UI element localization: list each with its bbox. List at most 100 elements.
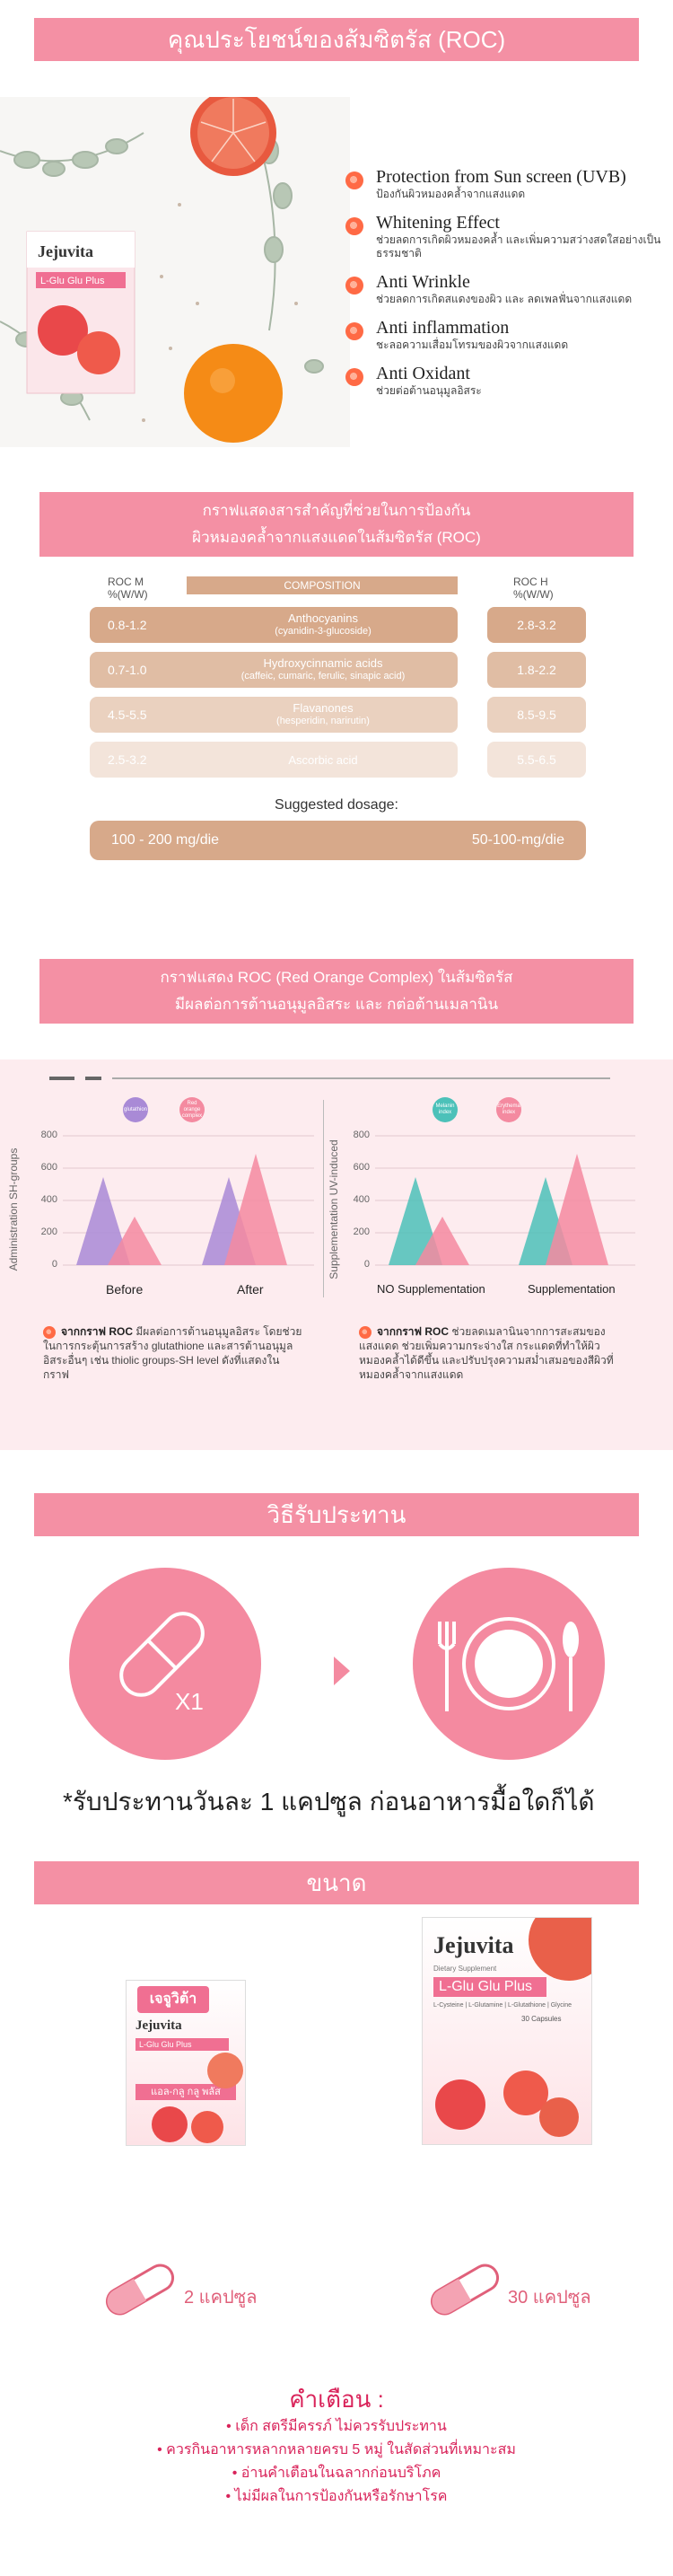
capsule-outline-icon (105, 2264, 175, 2316)
dosage-label: Suggested dosage: (275, 797, 398, 813)
benefit-desc: ช่วยลดการเกิดผิวหมองคล้ำ และเพิ่มความสว่… (376, 233, 661, 259)
dosage-bar: 100 - 200 mg/die 50-100-mg/die (90, 821, 586, 860)
hero-box-product: L-Glu Glu Plus (40, 276, 105, 286)
tomato-image (152, 2106, 188, 2142)
legend-dot-glutathion: glutathion (123, 1097, 148, 1122)
compound-name: Ascorbic acid (288, 752, 358, 767)
howto-title: วิธีรับประทาน (267, 1501, 406, 1528)
roc-h-value: 1.8-2.2 (487, 652, 586, 688)
capsule-outline-icon (430, 2264, 500, 2316)
warning-text: เด็ก สตรีมีครรภ์ ไม่ควรรับประทาน (235, 2419, 447, 2434)
plate-cutlery-icon (438, 1617, 579, 1711)
bar-before-glutathion (76, 1177, 130, 1265)
arrow-right-icon (334, 1657, 350, 1685)
compound-cell: Ascorbic acid (188, 742, 458, 778)
composition-header: COMPOSITION (187, 576, 458, 594)
note-bold: จากกราฟ ROC (377, 1325, 449, 1338)
table-row: 0.7-1.0 Hydroxycinnamic acids (caffeic, … (90, 652, 458, 688)
left-x-label-after: After (237, 1282, 264, 1297)
roc-h-value: 5.5-6.5 (487, 742, 586, 778)
warning-item: • ไม่มีผลในการป้องกันหรือรักษาโรค (225, 2489, 448, 2504)
usage-instruction: *รับประทานวันละ 1 แคปซูล ก่อนอาหารมื้อใด… (63, 1788, 595, 1816)
orange-slice-icon (345, 322, 363, 340)
benefit-title: Anti Wrinkle (376, 272, 470, 292)
large-capsule-label: 30 แคปซูล (508, 2288, 591, 2308)
large-box-brand: Jejuvita (433, 1932, 514, 1958)
graph-title-banner: กราฟแสดง ROC (Red Orange Complex) ในส้มซ… (39, 959, 634, 1024)
benefit-desc: ช่วยต่อต้านอนุมูลอิสระ (376, 384, 482, 397)
composition-title-line2: ผิวหมองคล้ำจากแสงแดดในส้มซิตรัส (ROC) (192, 529, 481, 546)
tick-label: 400 (40, 1194, 57, 1205)
capsule-icon: X1 (119, 1612, 205, 1715)
benefit-title: Anti inflammation (376, 318, 510, 338)
right-chart-note: จากกราฟ ROC ช่วยลดเมลานินจากการสะสมของแส… (359, 1324, 619, 1382)
bar-sup-erythema (546, 1154, 608, 1265)
note-text: ช่วยลดเมลานินจากการสะสมของแสงแดด ช่วยเพิ… (359, 1325, 614, 1381)
left-chart (63, 1135, 314, 1266)
right-x-label-sup: Supplementation (528, 1282, 616, 1296)
large-box-ingredients: L-Cysteine | L-Glutamine | L-Glutathione… (433, 2002, 572, 2009)
dosage-left: 100 - 200 mg/die (111, 832, 220, 848)
left-chart-ticks: 800 600 400 200 0 (36, 1119, 57, 1280)
small-box-th-brand: เจจูวิต้า (137, 1986, 209, 2013)
tick-label: 400 (353, 1194, 370, 1205)
left-chart-ylabel-wrap: Administration SH-groups (4, 1127, 22, 1297)
tomato-image (539, 2097, 579, 2137)
roc-m-value: 4.5-5.5 (108, 708, 147, 722)
small-capsule-label: 2 แคปซูล (184, 2288, 258, 2308)
deco-line (112, 1077, 610, 1079)
right-chart-ylabel-wrap: Supplementation UV-induced (325, 1127, 343, 1297)
large-box-count: 30 Capsules (521, 2015, 562, 2023)
small-box-image: เจจูวิต้า Jejuvita L-Glu Glu Plus แอล-กล… (126, 1980, 246, 2146)
orange-slice-icon (345, 368, 363, 386)
tick-label: 600 (40, 1162, 57, 1173)
benefit-title: Whitening Effect (376, 213, 500, 233)
benefit-desc: ป้องกันผิวหมองคล้ำจากแสงแดด (376, 188, 526, 200)
roc-m-value: 0.8-1.2 (108, 618, 147, 632)
tick-label: 200 (40, 1226, 57, 1237)
roc-h-value: 2.8-3.2 (487, 607, 586, 643)
dosage-right: 50-100-mg/die (471, 832, 564, 848)
compound-sub: (hesperidin, narirutin) (276, 716, 370, 726)
benefit-item-uvb: Protection from Sun screen (UVB) ป้องกัน… (345, 166, 669, 201)
product-hero-image: Jejuvita L-Glu Glu Plus (0, 97, 350, 447)
table-row: 4.5-5.5 Flavanones (hesperidin, nariruti… (90, 697, 458, 733)
right-x-label-nosup: NO Supplementation (377, 1282, 485, 1296)
roc-m-value: 0.7-1.0 (108, 663, 147, 677)
warning-item: • เด็ก สตรีมีครรภ์ ไม่ควรรับประทาน (226, 2419, 447, 2434)
benefit-item-anti-inflammation: Anti inflammation ชะลอความเสื่อมโทรมของผ… (345, 317, 669, 352)
benefit-title: Protection from Sun screen (UVB) (376, 167, 626, 187)
grapefruit-image (191, 2111, 223, 2143)
capsule-circle: X1 (69, 1568, 261, 1760)
benefit-item-anti-oxidant: Anti Oxidant ช่วยต่อต้านอนุมูลอิสระ (345, 363, 669, 398)
large-box-image: Jejuvita Dietary Supplement L-Glu Glu Pl… (422, 1917, 592, 2145)
right-chart (375, 1135, 635, 1266)
tick-label: 200 (353, 1226, 370, 1237)
compound-sub: (cyanidin-3-glucoside) (275, 626, 371, 637)
large-box-product: L-Glu Glu Plus (433, 1977, 546, 1997)
benefit-desc: ชะลอความเสื่อมโทรมของผิวจากแสงแดด (376, 338, 569, 351)
tick-label: 0 (51, 1259, 57, 1270)
left-chart-note: จากกราฟ ROC มีผลต่อการต้านอนุมูลอิสระ โด… (43, 1324, 303, 1382)
legend-dot-roc: Red orange complex (179, 1097, 205, 1122)
howto-title-banner: วิธีรับประทาน (34, 1493, 639, 1536)
roc-h-value: 8.5-9.5 (487, 697, 586, 733)
hero-illustration: Jejuvita L-Glu Glu Plus (0, 97, 324, 443)
size-title: ขนาด (306, 1869, 367, 1896)
benefit-desc: ช่วยลดการเกิดสแดงของผิว และ ลดเพลฟั่นจาก… (376, 293, 633, 305)
table-row: 2.5-3.2 Ascorbic acid (90, 742, 458, 778)
compound-cell: Flavanones (hesperidin, narirutin) (188, 697, 458, 733)
compound-cell: Anthocyanins (cyanidin-3-glucoside) (188, 607, 458, 643)
legend-dot-melanin: Melanin index (433, 1097, 458, 1122)
benefit-title: Anti Oxidant (376, 364, 470, 383)
compound-name: Flavanones (293, 701, 354, 715)
capsule-count: X1 (175, 1688, 204, 1715)
benefits-title: คุณประโยชน์ของส้มซิตรัส (ROC) (167, 26, 506, 53)
note-text: มีผลต่อการต้านอนุมูลอิสระ โดยช่วยในการกร… (43, 1325, 302, 1381)
hero-box-brand: Jejuvita (38, 242, 93, 260)
tomato-image (435, 2079, 485, 2130)
graph-title-line2: มีผลต่อการต้านอนุมูลอิสระ และ กต่อต้านเม… (174, 996, 499, 1013)
small-box-product: L-Glu Glu Plus (135, 2038, 229, 2051)
deco-line (85, 1077, 101, 1080)
bar-after-roc (224, 1154, 287, 1265)
